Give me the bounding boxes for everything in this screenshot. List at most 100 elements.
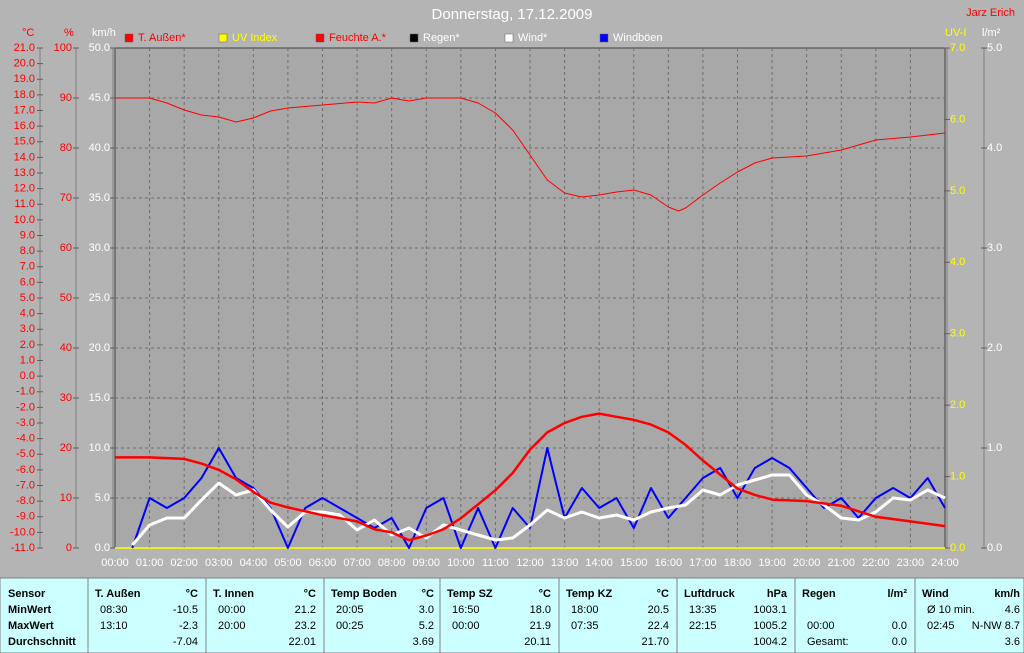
legend-swatch xyxy=(504,33,514,43)
column-header: Regen xyxy=(802,588,836,600)
x-tick-label: 21:00 xyxy=(827,557,855,569)
legend-swatch xyxy=(599,33,609,43)
y-tick-label: 25.0 xyxy=(89,292,110,304)
y-tick-label: 80 xyxy=(60,142,72,154)
column-unit: °C xyxy=(657,588,669,600)
column-unit: °C xyxy=(186,588,198,600)
y-tick-label: 20.0 xyxy=(89,342,110,354)
x-tick-label: 13:00 xyxy=(551,557,579,569)
y-tick-label: 6.0 xyxy=(20,276,35,288)
y-tick-label: -9.0 xyxy=(16,511,35,523)
y-tick-label: 20 xyxy=(60,442,72,454)
column-header: T. Innen xyxy=(213,588,254,600)
y-tick-label: 100 xyxy=(54,42,72,54)
row-label: Durchschnitt xyxy=(8,636,76,648)
cell-value: -10.5 xyxy=(173,604,198,616)
x-tick-label: 08:00 xyxy=(378,557,406,569)
x-tick-label: 11:00 xyxy=(482,557,509,569)
cell-value: 1004.2 xyxy=(753,636,787,648)
y-tick-label: 0.0 xyxy=(20,370,35,382)
column-unit: km/h xyxy=(994,588,1020,600)
y-axis-title: l/m² xyxy=(982,27,1001,39)
y-tick-label: 2.0 xyxy=(987,342,1002,354)
y-tick-label: 3.0 xyxy=(20,323,35,335)
y-axis-title: % xyxy=(64,27,74,39)
cell-label: 18:00 xyxy=(571,604,599,616)
y-tick-label: 5.0 xyxy=(95,492,110,504)
cell-value: 3.6 xyxy=(1005,636,1020,648)
y-tick-label: 4.0 xyxy=(987,142,1002,154)
cell-label: 20:00 xyxy=(218,620,246,632)
y-tick-label: 5.0 xyxy=(950,185,965,197)
y-tick-label: 30 xyxy=(60,392,72,404)
y-tick-label: 20.0 xyxy=(14,58,35,70)
y-tick-label: 5.0 xyxy=(20,292,35,304)
y-tick-label: 45.0 xyxy=(89,92,110,104)
x-tick-label: 06:00 xyxy=(309,557,337,569)
y-tick-label: 1.0 xyxy=(20,354,35,366)
y-tick-label: 18.0 xyxy=(14,89,35,101)
y-tick-label: 0 xyxy=(66,542,72,554)
legend-label: Regen* xyxy=(423,32,460,44)
y-tick-label: 35.0 xyxy=(89,192,110,204)
y-tick-label: 17.0 xyxy=(14,104,35,116)
y-tick-label: 15.0 xyxy=(14,136,35,148)
y-tick-label: -5.0 xyxy=(16,448,35,460)
row-label: MaxWert xyxy=(8,620,54,632)
y-tick-label: -7.0 xyxy=(16,479,35,491)
x-tick-label: 12:00 xyxy=(516,557,544,569)
legend-label: UV Index xyxy=(232,32,278,44)
y-tick-label: 4.0 xyxy=(20,308,35,320)
cell-label: 08:30 xyxy=(100,604,128,616)
x-tick-label: 05:00 xyxy=(274,557,302,569)
cell-value: 0.0 xyxy=(892,636,907,648)
y-tick-label: 50 xyxy=(60,292,72,304)
x-tick-label: 09:00 xyxy=(412,557,440,569)
legend-label: Wind* xyxy=(518,32,548,44)
cell-value: 23.2 xyxy=(295,620,316,632)
cell-value: 18.0 xyxy=(530,604,551,616)
cell-label: Ø 10 min. xyxy=(927,604,975,616)
cell-value: 21.70 xyxy=(641,636,669,648)
y-tick-label: 10.0 xyxy=(14,214,35,226)
y-tick-label: 10.0 xyxy=(89,442,110,454)
cell-value: -2.3 xyxy=(179,620,198,632)
cell-value: 21.9 xyxy=(530,620,551,632)
y-tick-label: 0.0 xyxy=(950,542,965,554)
y-tick-label: 2.0 xyxy=(20,339,35,351)
x-tick-label: 07:00 xyxy=(343,557,371,569)
column-unit: °C xyxy=(539,588,551,600)
cell-value: 5.2 xyxy=(419,620,434,632)
y-axis-title: UV-I xyxy=(945,27,966,39)
author: Jarz Erich xyxy=(966,7,1015,19)
cell-label: 13:10 xyxy=(100,620,128,632)
cell-value: -7.04 xyxy=(173,636,198,648)
column-unit: hPa xyxy=(767,588,788,600)
y-tick-label: 14.0 xyxy=(14,151,35,163)
x-tick-label: 02:00 xyxy=(170,557,198,569)
y-tick-label: -3.0 xyxy=(16,417,35,429)
x-tick-label: 23:00 xyxy=(897,557,925,569)
legend-swatch xyxy=(315,33,325,43)
cell-label: 00:00 xyxy=(452,620,480,632)
x-tick-label: 03:00 xyxy=(205,557,233,569)
x-tick-label: 16:00 xyxy=(655,557,683,569)
table-background xyxy=(0,577,1024,653)
y-tick-label: 19.0 xyxy=(14,73,35,85)
y-tick-label: 3.0 xyxy=(950,328,965,340)
series-line xyxy=(131,473,946,546)
x-tick-label: 04:00 xyxy=(240,557,268,569)
y-tick-label: -2.0 xyxy=(16,401,35,413)
y-tick-label: 16.0 xyxy=(14,120,35,132)
series-line xyxy=(115,97,946,212)
x-tick-label: 17:00 xyxy=(689,557,717,569)
y-tick-label: 21.0 xyxy=(14,42,35,54)
y-tick-label: 3.0 xyxy=(987,242,1002,254)
column-header: Temp KZ xyxy=(566,588,613,600)
y-tick-label: 13.0 xyxy=(14,167,35,179)
x-tick-label: 19:00 xyxy=(758,557,786,569)
table-header: Sensor xyxy=(8,588,46,600)
x-tick-label: 22:00 xyxy=(862,557,890,569)
y-tick-label: 90 xyxy=(60,92,72,104)
